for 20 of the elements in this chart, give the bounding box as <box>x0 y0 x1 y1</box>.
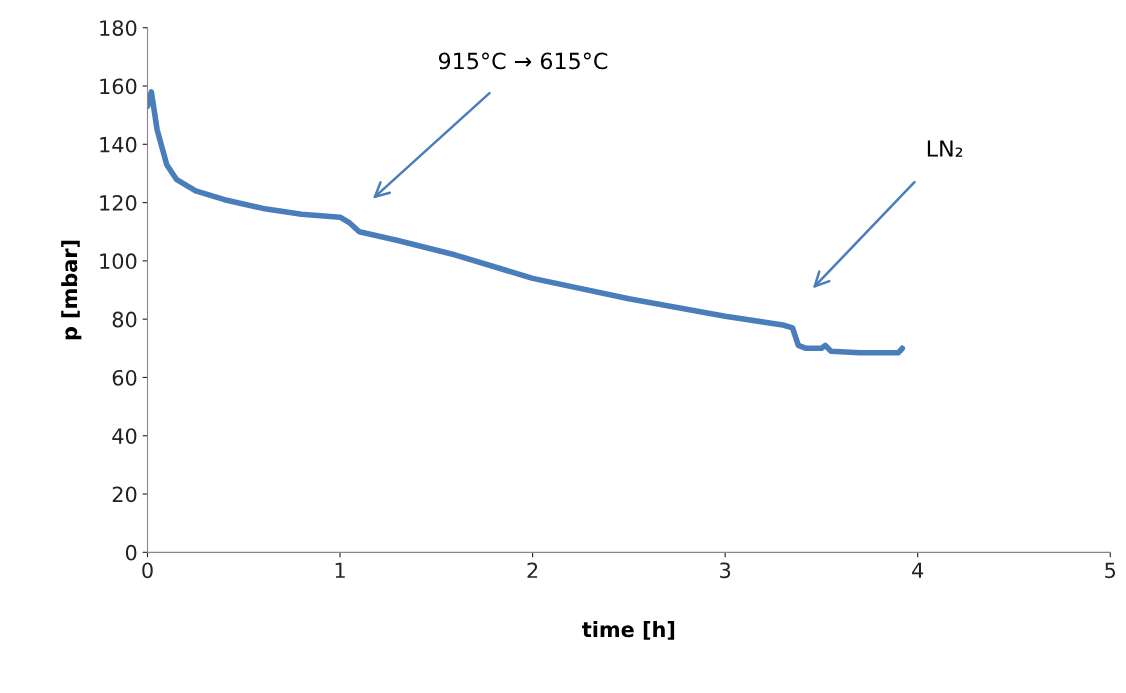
x-tick-label: 0 <box>142 562 153 579</box>
y-tick-label: 120 <box>100 195 137 211</box>
y-tick-label: 40 <box>112 428 137 444</box>
y-tick-label: 180 <box>100 20 137 36</box>
y-tick-label: 160 <box>100 78 137 95</box>
x-tick-label: 2 <box>527 562 538 578</box>
y-tick-label: 20 <box>112 486 137 503</box>
x-tick-label: 5 <box>1105 562 1116 579</box>
y-tick-label: 100 <box>100 253 137 270</box>
y-axis-title: p [mbar] <box>61 240 82 340</box>
y-tick-label: 60 <box>112 369 137 386</box>
x-axis-title: time [h] <box>582 621 675 640</box>
annotation: 915°C → 615°C <box>438 52 608 70</box>
y-tick-label: 0 <box>125 544 137 561</box>
y-tick-label: 80 <box>112 311 137 328</box>
y-tick-label: 140 <box>100 136 137 153</box>
annotation: LN₂ <box>927 140 963 157</box>
x-tick-label: 4 <box>912 562 924 578</box>
x-tick-label: 3 <box>720 562 731 579</box>
x-tick-label: 1 <box>335 562 345 578</box>
